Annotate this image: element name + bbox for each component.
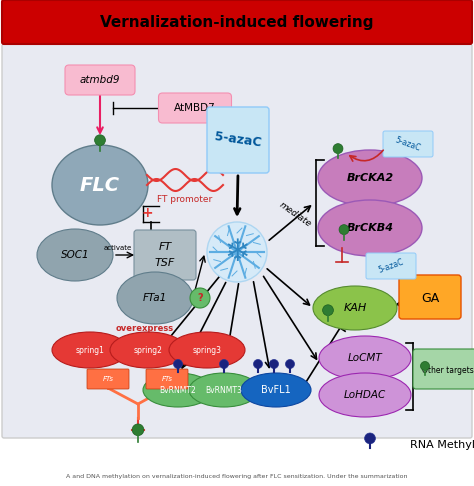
FancyBboxPatch shape [399, 275, 461, 319]
Circle shape [173, 360, 182, 368]
Ellipse shape [319, 373, 411, 417]
Text: LoHDAC: LoHDAC [344, 390, 386, 400]
Circle shape [254, 360, 263, 368]
Text: SOC1: SOC1 [61, 250, 89, 260]
Text: ❄: ❄ [224, 238, 250, 266]
Text: KAH: KAH [343, 303, 366, 313]
FancyBboxPatch shape [413, 349, 474, 389]
Ellipse shape [117, 272, 193, 324]
FancyBboxPatch shape [146, 369, 188, 389]
Text: FTa1: FTa1 [143, 293, 167, 303]
Text: A and DNA methylation on vernalization-induced flowering after FLC sensitization: A and DNA methylation on vernalization-i… [66, 473, 408, 479]
Ellipse shape [189, 373, 259, 407]
Text: BvFL1: BvFL1 [261, 385, 291, 395]
FancyBboxPatch shape [2, 44, 472, 438]
Text: spring2: spring2 [134, 346, 163, 354]
Text: FT promoter: FT promoter [157, 194, 213, 204]
Text: TSF: TSF [155, 258, 175, 268]
Ellipse shape [37, 229, 113, 281]
Text: LoCMT: LoCMT [347, 353, 383, 363]
FancyBboxPatch shape [158, 93, 231, 123]
Text: FTs: FTs [162, 376, 173, 382]
Text: spring3: spring3 [192, 346, 221, 354]
Ellipse shape [169, 332, 245, 368]
FancyBboxPatch shape [383, 131, 433, 157]
Circle shape [420, 362, 429, 370]
FancyBboxPatch shape [134, 230, 196, 280]
Text: overexpress: overexpress [116, 324, 174, 332]
Circle shape [365, 433, 375, 444]
Text: Vernalization-induced flowering: Vernalization-induced flowering [100, 15, 374, 30]
Text: activate: activate [104, 245, 132, 251]
Text: 5-azaC: 5-azaC [394, 135, 422, 153]
FancyBboxPatch shape [207, 107, 269, 173]
Ellipse shape [318, 150, 422, 206]
Circle shape [270, 360, 279, 368]
Text: spring1: spring1 [75, 346, 104, 354]
Text: 5-azaC: 5-azaC [214, 130, 262, 150]
Text: ?: ? [197, 293, 203, 303]
Text: BrCKA2: BrCKA2 [346, 173, 393, 183]
FancyBboxPatch shape [2, 0, 472, 44]
Text: BrCKB4: BrCKB4 [346, 223, 393, 233]
Circle shape [132, 424, 144, 435]
Text: mediate: mediate [277, 201, 313, 229]
Text: BvRNMT2: BvRNMT2 [160, 385, 196, 395]
Text: BvRNMT3: BvRNMT3 [206, 385, 242, 395]
Circle shape [219, 360, 228, 368]
Text: FLC: FLC [80, 175, 120, 194]
Text: AtMBD7: AtMBD7 [174, 103, 216, 113]
Ellipse shape [241, 373, 311, 407]
Text: 5-azaC: 5-azaC [377, 257, 405, 275]
Text: GA: GA [421, 292, 439, 305]
Circle shape [285, 360, 294, 368]
Ellipse shape [52, 145, 148, 225]
Circle shape [95, 135, 105, 146]
Text: RNA Methylation: RNA Methylation [410, 440, 474, 450]
Ellipse shape [52, 332, 128, 368]
FancyBboxPatch shape [65, 65, 135, 95]
Text: FTs: FTs [102, 376, 113, 382]
Circle shape [333, 144, 343, 154]
Circle shape [339, 225, 349, 235]
Ellipse shape [319, 336, 411, 380]
Ellipse shape [313, 286, 397, 330]
Circle shape [323, 305, 333, 315]
FancyBboxPatch shape [366, 253, 416, 279]
Text: FT: FT [158, 242, 172, 252]
FancyBboxPatch shape [87, 369, 129, 389]
Text: Other targets: Other targets [422, 365, 474, 375]
Text: atmbd9: atmbd9 [80, 75, 120, 85]
Text: +: + [141, 206, 153, 220]
Ellipse shape [143, 373, 213, 407]
Ellipse shape [318, 200, 422, 256]
Ellipse shape [110, 332, 186, 368]
Circle shape [207, 222, 267, 282]
Circle shape [190, 288, 210, 308]
